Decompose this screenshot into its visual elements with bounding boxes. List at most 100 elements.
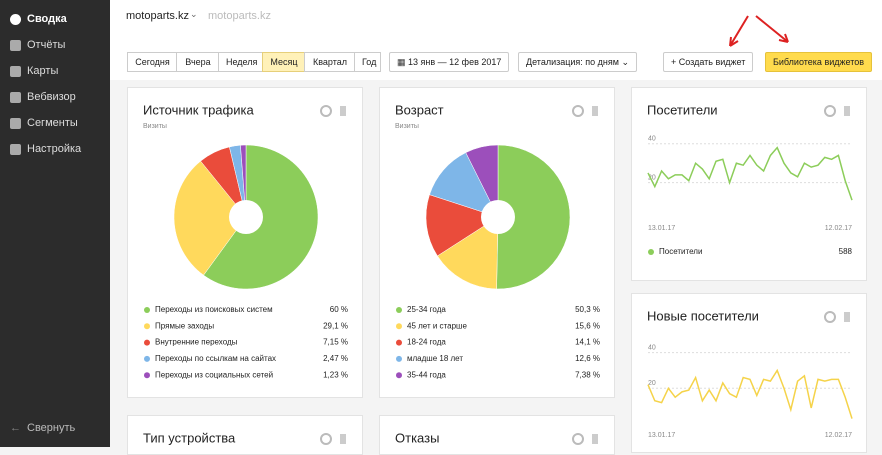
- pie-slice: [240, 144, 247, 218]
- nav-icon: [10, 143, 21, 155]
- nav-icon: [10, 91, 21, 103]
- widget: Посетители 20 40 13.01.17 12.02.17 Посетители…: [631, 87, 867, 281]
- legend-label: Переходы из социальных сетей: [155, 370, 273, 379]
- settings-icon[interactable]: [320, 433, 332, 445]
- create-widget[interactable]: + Создать виджет: [663, 52, 754, 72]
- drag-handle[interactable]: [592, 106, 598, 116]
- legend-value: 60 %: [330, 305, 348, 314]
- legend-label: Переходы по ссылкам на сайтах: [155, 354, 276, 363]
- nav-item[interactable]: Вебвизор: [10, 91, 76, 103]
- legend-value: 7,15 %: [323, 338, 348, 347]
- date-range-label: 13 янв — 12 фев 2017: [408, 57, 502, 67]
- legend-label: Прямые заходы: [155, 321, 214, 330]
- date-range[interactable]: ▦ 13 янв — 12 фев 2017: [389, 52, 510, 72]
- period-button[interactable]: Квартал: [304, 52, 356, 72]
- legend-label: младше 18 лет: [407, 354, 463, 363]
- settings-icon[interactable]: [824, 311, 836, 323]
- legend-value: 7,38 %: [575, 370, 600, 379]
- legend-label: 25-34 года: [407, 305, 446, 314]
- widget-canvas: Тип устройства: [143, 430, 346, 445]
- drag-handle[interactable]: [844, 106, 850, 116]
- drag-handle[interactable]: [844, 312, 850, 322]
- x-end-label: 12.02.17: [825, 432, 852, 439]
- widget: Новые посетители 20 40 13.01.17 12.02.17: [631, 293, 867, 453]
- widget-canvas: Отказы: [395, 430, 598, 445]
- legend-dot: [396, 339, 402, 346]
- collapse-label: Свернуть: [27, 422, 76, 434]
- legend-dot: [144, 339, 150, 346]
- detail-label: Детализация: по дням: [526, 57, 619, 67]
- y-tick-label: 20: [648, 380, 656, 387]
- nav-item[interactable]: Сводка: [10, 13, 67, 25]
- nav-icon: [10, 13, 21, 25]
- widget-library[interactable]: Библиотека виджетов: [765, 52, 873, 72]
- pie-slice: [429, 152, 499, 218]
- nav-item[interactable]: Сегменты: [10, 117, 78, 129]
- legend-dot: [648, 249, 654, 255]
- widget-library-label: Библиотека виджетов: [773, 57, 865, 67]
- period-button[interactable]: Месяц: [262, 52, 306, 72]
- period-button[interactable]: Вчера: [176, 52, 220, 72]
- period-button[interactable]: Сегодня: [127, 52, 178, 72]
- pie-slice: [496, 144, 571, 290]
- nav-icon: [10, 39, 21, 51]
- drag-handle[interactable]: [592, 434, 598, 444]
- legend-dot: [396, 355, 402, 362]
- widget-canvas: Возраст Визиты 25-34 года 50,3 % 45 лет и ст…: [395, 102, 600, 379]
- x-start-label: 13.01.17: [648, 432, 675, 439]
- widget-canvas: Новые посетители 20 40 13.01.17 12.02.17: [647, 308, 853, 439]
- nav-icon: [10, 117, 21, 129]
- y-tick-label: 40: [648, 344, 656, 351]
- pie-slice: [425, 194, 499, 257]
- legend-label: 45 лет и старше: [407, 321, 467, 330]
- nav-item[interactable]: Настройка: [10, 143, 81, 155]
- arrows: [729, 15, 789, 47]
- caret: ⌄: [190, 9, 198, 19]
- collapse[interactable]: ← Свернуть: [10, 422, 76, 434]
- detail[interactable]: Детализация: по дням ⌄: [518, 52, 638, 72]
- site-name-secondary[interactable]: motoparts.kz: [208, 10, 271, 22]
- pie-slice: [437, 216, 499, 290]
- widget-title: Тип устройства: [143, 430, 236, 445]
- sidebar: ← Свернуть Сводка Отчёты Карты Вебвизор Сегме…: [0, 0, 110, 447]
- y-tick-label: 40: [648, 136, 656, 143]
- legend-dot: [144, 307, 150, 313]
- legend-value: 2,47 %: [323, 354, 348, 363]
- settings-icon[interactable]: [824, 105, 836, 117]
- drag-handle[interactable]: [340, 106, 346, 116]
- legend-value: 50,3 %: [575, 305, 600, 314]
- donut-hole: [229, 200, 263, 234]
- widget: Источник трафика Визиты Переходы из поиско…: [127, 87, 363, 398]
- widget-title: Новые посетители: [647, 308, 759, 323]
- site-name[interactable]: motoparts.kz: [126, 10, 189, 22]
- legend-dot: [144, 323, 150, 330]
- widget-canvas: Источник трафика Визиты Переходы из поиско…: [143, 102, 348, 379]
- widget-title: Источник трафика: [143, 102, 254, 117]
- settings-icon[interactable]: [320, 105, 332, 117]
- settings-icon[interactable]: [572, 433, 584, 445]
- drag-handle[interactable]: [340, 434, 346, 444]
- nav-label: Сегменты: [27, 117, 78, 129]
- nav-item[interactable]: Карты: [10, 65, 58, 77]
- pie-slice: [465, 144, 499, 218]
- legend-dot: [396, 323, 402, 330]
- legend-dot: [396, 307, 402, 313]
- nav-item[interactable]: Отчёты: [10, 39, 65, 51]
- create-widget-label: Создать виджет: [678, 57, 746, 67]
- legend-label: Внутренние переходы: [155, 338, 238, 347]
- legend-value: 15,6 %: [575, 321, 600, 330]
- legend-value: 588: [839, 247, 853, 256]
- nav-label: Вебвизор: [27, 91, 76, 103]
- period-button[interactable]: Год: [354, 52, 381, 72]
- donut-hole: [481, 200, 515, 234]
- legend-label: 35-44 года: [407, 370, 446, 379]
- widget: Тип устройства: [127, 415, 363, 455]
- period-button[interactable]: Неделя: [218, 52, 264, 72]
- pie-slice: [173, 160, 247, 276]
- legend-dot: [396, 372, 402, 379]
- legend-value: 14,1 %: [575, 338, 600, 347]
- settings-icon[interactable]: [572, 105, 584, 117]
- x-start-label: 13.01.17: [648, 225, 675, 232]
- line: [647, 146, 853, 201]
